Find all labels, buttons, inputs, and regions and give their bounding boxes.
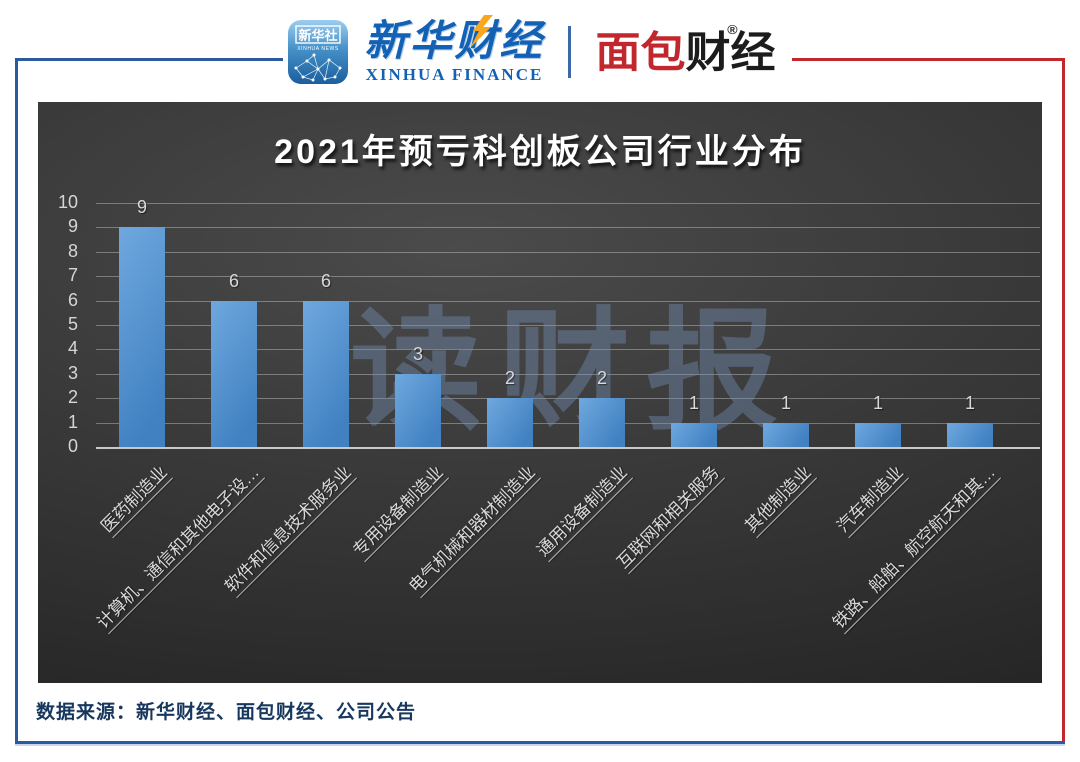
y-tick-label: 9 xyxy=(67,216,78,237)
xinhua-news-icon-cn: 新华社 xyxy=(299,28,338,43)
x-category-label: 铁路、船舶、航空航天和其… xyxy=(829,462,999,633)
gridline xyxy=(96,349,1040,351)
x-category-label: 通用设备制造业 xyxy=(533,462,631,561)
xinhua-finance-en: XINHUA FINANCE xyxy=(365,64,544,84)
bar-3 xyxy=(303,300,349,447)
xinhua-finance-logo: 新华财经 XINHUA FINANCE xyxy=(364,15,545,84)
gridline xyxy=(96,300,1040,302)
frame-border-top-right xyxy=(792,58,1065,61)
mianbao-caijing-part1: 面包 xyxy=(595,27,686,77)
x-category-label: 专用设备制造业 xyxy=(349,462,447,561)
bar-value-label: 1 xyxy=(964,392,975,413)
bar-value-label: 2 xyxy=(596,368,607,389)
bar-8 xyxy=(763,422,809,447)
gridline xyxy=(96,251,1040,253)
y-tick-label: 0 xyxy=(67,436,78,456)
bar-6 xyxy=(579,398,625,447)
gridline xyxy=(96,227,1040,229)
y-tick-label: 3 xyxy=(67,362,78,383)
x-category-label: 计算机、通信和其他电子设… xyxy=(93,462,263,633)
frame-border-bottom xyxy=(15,741,1065,744)
bar-2 xyxy=(211,300,257,447)
x-category-label: 医药制造业 xyxy=(97,462,171,537)
bar-value-label: 6 xyxy=(320,270,331,291)
y-tick-label: 6 xyxy=(67,289,78,310)
registered-mark: ® xyxy=(727,21,738,37)
network-nodes xyxy=(294,53,342,82)
mianbao-caijing-part2: 财经 xyxy=(685,27,776,77)
gridline xyxy=(96,203,1040,204)
chart-panel: 2021年预亏科创板公司行业分布 0 1 2 3 4 5 6 7 8 9 10 读财报 9 医药制造业… xyxy=(38,102,1042,683)
bar-value-label: 9 xyxy=(136,197,147,218)
bar-5 xyxy=(487,398,533,447)
bar-value-label: 1 xyxy=(872,392,883,413)
bar-9 xyxy=(855,422,901,447)
y-tick-label: 10 xyxy=(57,192,78,212)
y-tick-label: 7 xyxy=(67,265,78,286)
frame-border-left xyxy=(15,58,18,744)
bar-value-label: 1 xyxy=(688,392,699,413)
y-tick-label: 1 xyxy=(67,411,78,432)
bar-10 xyxy=(947,422,993,447)
header-divider xyxy=(568,26,572,78)
gridline xyxy=(96,276,1040,278)
xinhua-news-icon-en: XINHUA NEWS xyxy=(298,46,340,52)
bar-value-label: 3 xyxy=(412,343,423,364)
bar-value-label: 1 xyxy=(780,392,791,413)
mianbao-caijing-logo: 面包财经 ® xyxy=(595,22,791,77)
y-tick-label: 8 xyxy=(67,240,78,261)
frame-border-top-left xyxy=(15,58,283,61)
bar-7 xyxy=(671,422,717,447)
y-tick-label: 2 xyxy=(67,387,78,408)
bar-value-label: 2 xyxy=(504,368,515,389)
xinhua-finance-cn: 新华财经 xyxy=(364,17,545,65)
chart-title: 2021年预亏科创板公司行业分布 xyxy=(274,133,806,171)
x-category-label: 其他制造业 xyxy=(741,462,815,537)
gridline xyxy=(96,373,1040,375)
x-axis-line xyxy=(96,447,1040,449)
data-source-text: 数据来源：新华财经、面包财经、公司公告 xyxy=(36,701,417,723)
gridline xyxy=(96,422,1040,424)
header: 新华社 XINHUA NEWS 新华财经 XINHUA FINANCE 面包财经… xyxy=(0,15,1080,88)
x-category-label: 汽车制造业 xyxy=(833,462,907,537)
y-tick-label: 4 xyxy=(67,338,78,359)
y-tick-label: 5 xyxy=(67,314,78,334)
frame-border-right xyxy=(1062,58,1065,744)
xinhua-news-app-icon: 新华社 XINHUA NEWS xyxy=(288,20,349,84)
bar-value-label: 6 xyxy=(228,270,239,291)
gridline xyxy=(96,398,1040,400)
bar-1 xyxy=(119,227,165,447)
bar-4 xyxy=(395,373,441,447)
gridline xyxy=(96,325,1040,326)
